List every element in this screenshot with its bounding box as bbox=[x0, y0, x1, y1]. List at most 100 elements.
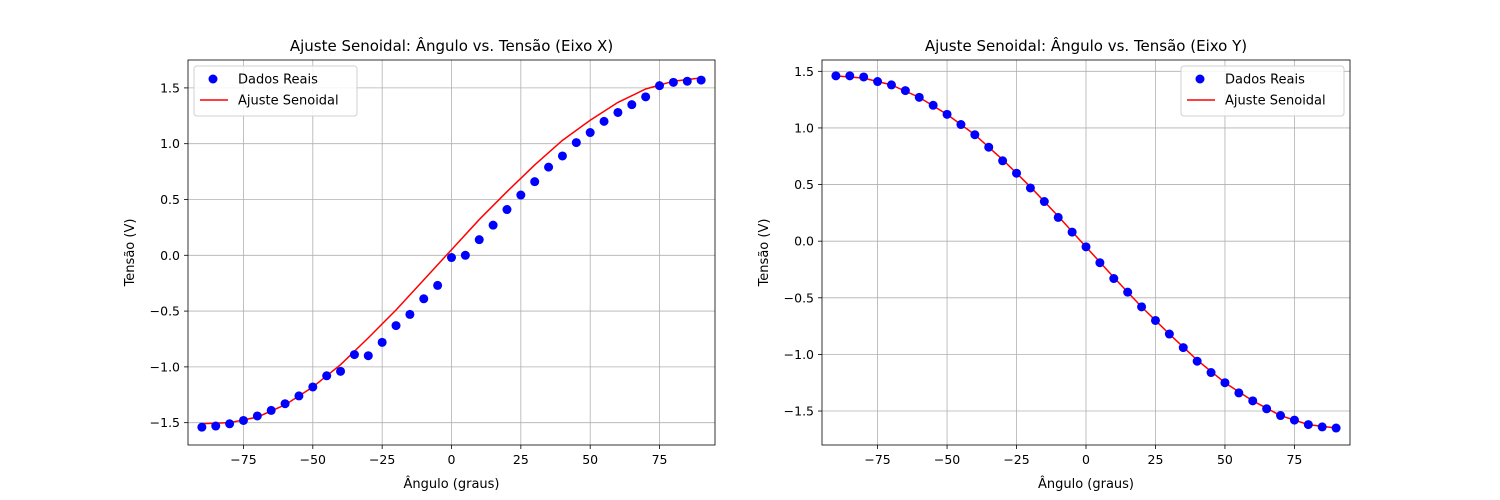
data-point bbox=[238, 415, 248, 425]
data-point bbox=[1248, 396, 1258, 406]
data-point bbox=[886, 80, 896, 90]
data-point bbox=[1303, 420, 1313, 430]
data-point bbox=[641, 92, 651, 102]
y-tick-label: 1.5 bbox=[160, 80, 180, 95]
data-point bbox=[460, 250, 470, 260]
data-point bbox=[252, 411, 262, 421]
data-point bbox=[488, 220, 498, 230]
x-tick-label: −75 bbox=[230, 452, 256, 467]
data-point bbox=[377, 337, 387, 347]
data-point bbox=[336, 366, 346, 376]
data-point bbox=[405, 309, 415, 319]
data-point bbox=[1067, 227, 1077, 237]
data-point bbox=[668, 77, 678, 87]
data-point bbox=[1012, 168, 1022, 178]
data-point bbox=[1039, 197, 1049, 207]
x-tick-label: −75 bbox=[864, 452, 890, 467]
data-point bbox=[845, 71, 855, 81]
x-tick-label: 0 bbox=[1082, 452, 1090, 467]
y-tick-label: 0.0 bbox=[794, 234, 814, 249]
data-point bbox=[308, 382, 318, 392]
data-point bbox=[970, 130, 980, 140]
data-point bbox=[599, 116, 609, 126]
data-point bbox=[1081, 242, 1091, 252]
data-point bbox=[1276, 411, 1286, 421]
data-point bbox=[984, 142, 994, 152]
y-tick-label: 0.5 bbox=[160, 192, 180, 207]
data-point bbox=[1317, 422, 1327, 432]
data-point bbox=[900, 86, 910, 96]
data-point bbox=[873, 77, 883, 87]
data-point bbox=[1053, 212, 1063, 222]
data-point bbox=[928, 100, 938, 110]
data-point bbox=[998, 156, 1008, 166]
data-point bbox=[1206, 368, 1216, 378]
legend-box bbox=[193, 65, 358, 117]
data-point bbox=[1234, 388, 1244, 398]
x-tick-label: −25 bbox=[1003, 452, 1029, 467]
legend-box bbox=[1180, 65, 1345, 117]
data-point bbox=[859, 72, 869, 82]
y-tick-label: −1.0 bbox=[150, 359, 180, 374]
data-point bbox=[211, 421, 221, 431]
data-point bbox=[225, 419, 235, 429]
data-point bbox=[1150, 315, 1160, 325]
chart-title: Ajuste Senoidal: Ângulo vs. Tensão (Eixo… bbox=[925, 36, 1247, 55]
data-point bbox=[571, 138, 581, 148]
x-tick-label: −25 bbox=[369, 452, 395, 467]
x-tick-label: 25 bbox=[1148, 452, 1164, 467]
data-point bbox=[197, 422, 207, 432]
data-point bbox=[557, 151, 567, 161]
x-tick-label: −50 bbox=[300, 452, 326, 467]
data-point bbox=[655, 81, 665, 91]
y-axis-label: Tensão (V) bbox=[757, 219, 772, 288]
data-point bbox=[516, 190, 526, 200]
data-point bbox=[1025, 183, 1035, 193]
y-tick-label: 1.5 bbox=[794, 64, 814, 79]
y-tick-label: −1.0 bbox=[784, 347, 814, 362]
data-point bbox=[349, 350, 359, 360]
legend-label-fit: Ajuste Senoidal bbox=[1225, 94, 1326, 109]
data-point bbox=[474, 235, 484, 245]
data-point bbox=[419, 294, 429, 304]
x-tick-label: 50 bbox=[1217, 452, 1233, 467]
x-tick-label: 25 bbox=[513, 452, 529, 467]
legend: Dados Reais Ajuste Senoidal bbox=[1180, 65, 1345, 117]
legend-label-points: Dados Reais bbox=[238, 73, 318, 88]
x-tick-label: 0 bbox=[448, 452, 456, 467]
y-tick-label: −1.5 bbox=[150, 415, 180, 430]
data-point bbox=[613, 107, 623, 117]
data-point bbox=[433, 280, 443, 290]
y-axis-label: Tensão (V) bbox=[123, 219, 138, 288]
data-point bbox=[1192, 356, 1202, 366]
data-point bbox=[1331, 423, 1341, 433]
data-point bbox=[831, 71, 841, 81]
y-tick-label: 1.0 bbox=[794, 120, 814, 135]
chart-2: −75 −50 −25 0 25 50 75 −1.5 −1.0 −0.5 0.0 0.5 1.0 1.5… bbox=[757, 36, 1351, 492]
x-tick-label: 75 bbox=[1286, 452, 1302, 467]
x-axis-label: Ângulo (graus) bbox=[1038, 476, 1134, 492]
y-tick-label: −0.5 bbox=[150, 304, 180, 319]
data-point bbox=[1123, 287, 1133, 297]
chart-title: Ajuste Senoidal: Ângulo vs. Tensão (Eixo… bbox=[290, 36, 613, 55]
data-point bbox=[1289, 415, 1299, 425]
y-tick-label: −1.5 bbox=[784, 404, 814, 419]
x-tick-label: 50 bbox=[582, 452, 598, 467]
y-tick-label: 0.5 bbox=[794, 177, 814, 192]
data-point bbox=[1137, 302, 1147, 312]
data-point bbox=[914, 92, 924, 102]
data-point bbox=[544, 162, 554, 172]
data-point bbox=[696, 75, 706, 85]
data-point bbox=[627, 100, 637, 110]
data-point bbox=[530, 177, 540, 187]
legend: Dados Reais Ajuste Senoidal bbox=[193, 65, 358, 117]
data-point bbox=[1178, 343, 1188, 353]
data-point bbox=[1164, 329, 1174, 339]
data-point bbox=[1262, 404, 1272, 414]
legend-marker-points bbox=[1195, 74, 1205, 84]
legend-label-points: Dados Reais bbox=[1225, 73, 1305, 88]
y-tick-label: −0.5 bbox=[784, 290, 814, 305]
data-point bbox=[391, 321, 401, 331]
data-point bbox=[1220, 378, 1230, 388]
data-point bbox=[502, 205, 512, 215]
